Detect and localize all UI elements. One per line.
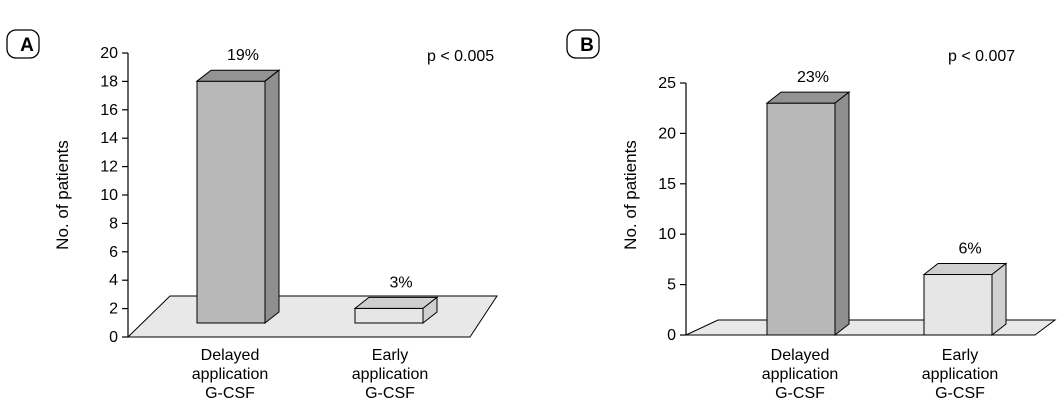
y-tick-label: 2 (109, 301, 118, 318)
floor-plane (126, 295, 498, 338)
bar-1-front (354, 307, 424, 324)
category-label-0-line-0: Delayed (201, 347, 260, 364)
category-label-1-line-0: Early (372, 347, 408, 364)
category-label-0-line-2: G-CSF (775, 385, 825, 402)
bar-1-front (923, 274, 993, 336)
category-label-1-line-2: G-CSF (365, 385, 415, 402)
category-label-1-line-2: G-CSF (935, 385, 985, 402)
category-label-0-line-2: G-CSF (205, 385, 255, 402)
y-tick-label: 5 (667, 277, 676, 294)
bar-0-front (766, 102, 836, 336)
y-tick-label: 18 (100, 73, 118, 90)
y-tick-label: 10 (658, 226, 676, 243)
y-tick-label: 4 (109, 272, 118, 289)
panel-letter-box (566, 29, 600, 59)
y-tick-label: 20 (100, 45, 118, 62)
panel-letter-box (6, 29, 40, 59)
bar-0-side (834, 91, 850, 337)
p-value-annotation: p < 0.005 (427, 48, 494, 65)
p-value-annotation: p < 0.007 (948, 48, 1015, 65)
panel-letter: B (580, 35, 594, 56)
bar-0-front (196, 80, 266, 324)
y-tick-label: 0 (667, 327, 676, 344)
bar-1-side (991, 262, 1007, 337)
y-tick-label: 0 (109, 329, 118, 346)
y-tick-label: 8 (109, 215, 118, 232)
y-tick-label: 16 (100, 102, 118, 119)
panel-b: 0 5 10 15 20 25 No. of patients 23% 6% Delayed app… (566, 29, 1057, 402)
panel-letter: A (20, 35, 34, 56)
bar-1-data-label: 6% (958, 241, 981, 258)
panel-a: 0 2 4 6 8 10 12 14 16 18 20 No. of patients 19% 3% Del… (6, 29, 498, 402)
category-label-1-line-0: Early (942, 347, 978, 364)
bar-0-data-label: 23% (797, 69, 829, 86)
bar-1-data-label: 3% (389, 274, 412, 291)
bar-0-data-label: 19% (227, 47, 259, 64)
category-label-0-line-1: application (762, 366, 839, 383)
category-label-0-line-0: Delayed (771, 347, 830, 364)
y-tick-label: 10 (100, 187, 118, 204)
y-axis-title: No. of patients (53, 140, 72, 250)
y-tick-label: 20 (658, 125, 676, 142)
y-tick-label: 15 (658, 176, 676, 193)
y-tick-label: 25 (658, 75, 676, 92)
category-label-1-line-1: application (922, 366, 999, 383)
category-label-0-line-1: application (192, 366, 269, 383)
y-tick-label: 6 (109, 244, 118, 261)
y-tick-label: 14 (100, 130, 118, 147)
category-label-1-line-1: application (352, 366, 429, 383)
bar-0-side (264, 69, 280, 325)
y-tick-label: 12 (100, 159, 118, 176)
y-axis-title: No. of patients (621, 140, 640, 250)
bar-1-side (422, 296, 438, 325)
